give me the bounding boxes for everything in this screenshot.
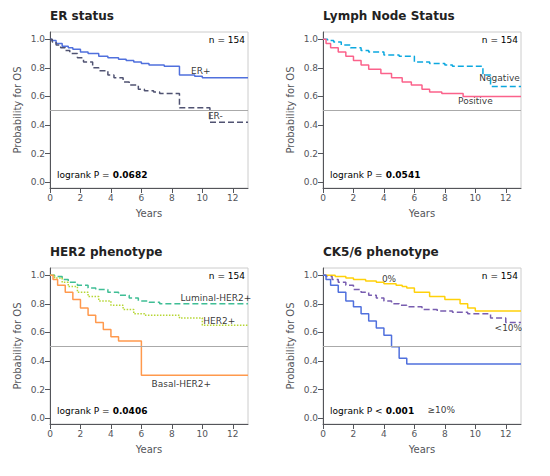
svg-text:0.0682: 0.0682	[113, 170, 148, 180]
svg-text:Lymph Node Status: Lymph Node Status	[323, 9, 455, 23]
svg-text:8: 8	[442, 429, 448, 439]
svg-text:≥10%: ≥10%	[428, 405, 456, 415]
svg-text:12: 12	[227, 193, 238, 203]
svg-text:HER2 phenotype: HER2 phenotype	[50, 245, 162, 259]
svg-text:8: 8	[169, 429, 175, 439]
svg-text:Basal-HER2+: Basal-HER2+	[152, 379, 212, 389]
svg-text:0: 0	[320, 429, 326, 439]
svg-text:0.2: 0.2	[304, 149, 318, 159]
svg-text:1.0: 1.0	[304, 270, 319, 280]
svg-text:Luminal-HER2+: Luminal-HER2+	[180, 293, 251, 303]
svg-text:0.6: 0.6	[304, 91, 319, 101]
svg-text:0.4: 0.4	[31, 356, 46, 366]
svg-text:12: 12	[227, 429, 238, 439]
svg-text:0.6: 0.6	[304, 327, 319, 337]
svg-text:0.0406: 0.0406	[113, 406, 148, 416]
svg-text:10: 10	[470, 429, 482, 439]
svg-text:0.4: 0.4	[31, 120, 46, 130]
svg-text:Probability for OS: Probability for OS	[12, 302, 23, 389]
svg-text:2: 2	[351, 193, 357, 203]
svg-text:ER+: ER+	[191, 66, 210, 76]
svg-text:0.4: 0.4	[304, 356, 319, 366]
svg-text:4: 4	[381, 193, 387, 203]
svg-text:0.8: 0.8	[304, 299, 319, 309]
svg-text:Years: Years	[135, 444, 162, 455]
svg-text:2: 2	[351, 429, 357, 439]
svg-text:Negative: Negative	[479, 72, 520, 83]
svg-text:0.001: 0.001	[386, 406, 414, 416]
svg-text:2: 2	[78, 429, 84, 439]
svg-text:1.0: 1.0	[304, 34, 319, 44]
svg-text:10: 10	[470, 193, 482, 203]
svg-text:ER status: ER status	[50, 9, 114, 23]
svg-text:10: 10	[197, 193, 209, 203]
svg-text:0.8: 0.8	[304, 63, 319, 73]
svg-text:0.8: 0.8	[31, 299, 46, 309]
svg-text:0.0: 0.0	[31, 413, 46, 423]
svg-text:0.8: 0.8	[31, 63, 46, 73]
svg-text:n = 154: n = 154	[482, 35, 518, 45]
svg-text:0.0541: 0.0541	[386, 170, 421, 180]
svg-text:0.4: 0.4	[304, 120, 319, 130]
svg-text:n = 154: n = 154	[209, 271, 245, 281]
svg-text:<10%: <10%	[495, 323, 523, 333]
svg-text:0.0: 0.0	[31, 177, 46, 187]
svg-text:CK5/6 phenotype: CK5/6 phenotype	[323, 245, 439, 259]
svg-text:6: 6	[412, 429, 418, 439]
svg-text:1.0: 1.0	[31, 270, 46, 280]
svg-text:12: 12	[500, 429, 511, 439]
svg-text:8: 8	[442, 193, 448, 203]
svg-text:0.6: 0.6	[31, 327, 46, 337]
svg-text:Years: Years	[408, 208, 435, 219]
svg-text:10: 10	[197, 429, 209, 439]
svg-text:4: 4	[108, 429, 114, 439]
svg-text:0: 0	[320, 193, 326, 203]
svg-text:Probability for OS: Probability for OS	[12, 66, 23, 153]
svg-text:4: 4	[381, 429, 387, 439]
svg-text:n = 154: n = 154	[482, 271, 518, 281]
svg-text:Probability for OS: Probability for OS	[285, 66, 296, 153]
svg-text:6: 6	[139, 429, 145, 439]
svg-text:HER2+: HER2+	[203, 316, 235, 326]
svg-text:0: 0	[47, 193, 53, 203]
svg-text:0.6: 0.6	[31, 91, 46, 101]
svg-text:0.0: 0.0	[304, 413, 319, 423]
svg-text:logrank P =: logrank P =	[330, 170, 383, 180]
svg-text:8: 8	[169, 193, 175, 203]
svg-text:1.0: 1.0	[31, 34, 46, 44]
svg-text:2: 2	[78, 193, 84, 203]
svg-text:12: 12	[500, 193, 511, 203]
svg-text:Years: Years	[408, 444, 435, 455]
svg-text:Years: Years	[135, 208, 162, 219]
svg-text:0: 0	[47, 429, 53, 439]
svg-text:Positive: Positive	[458, 96, 493, 106]
svg-text:0.2: 0.2	[31, 385, 45, 395]
svg-text:logrank P <: logrank P <	[330, 406, 383, 416]
svg-text:logrank P =: logrank P =	[57, 170, 110, 180]
svg-text:n = 154: n = 154	[209, 35, 245, 45]
svg-text:ER-: ER-	[207, 111, 223, 122]
svg-text:0.2: 0.2	[304, 385, 318, 395]
svg-text:0.0: 0.0	[304, 177, 319, 187]
svg-text:Probability for OS: Probability for OS	[285, 302, 296, 389]
svg-text:0.2: 0.2	[31, 149, 45, 159]
svg-text:0%: 0%	[381, 274, 397, 285]
svg-text:logrank P =: logrank P =	[57, 406, 110, 416]
svg-text:6: 6	[412, 193, 418, 203]
svg-text:6: 6	[139, 193, 145, 203]
svg-text:4: 4	[108, 193, 114, 203]
